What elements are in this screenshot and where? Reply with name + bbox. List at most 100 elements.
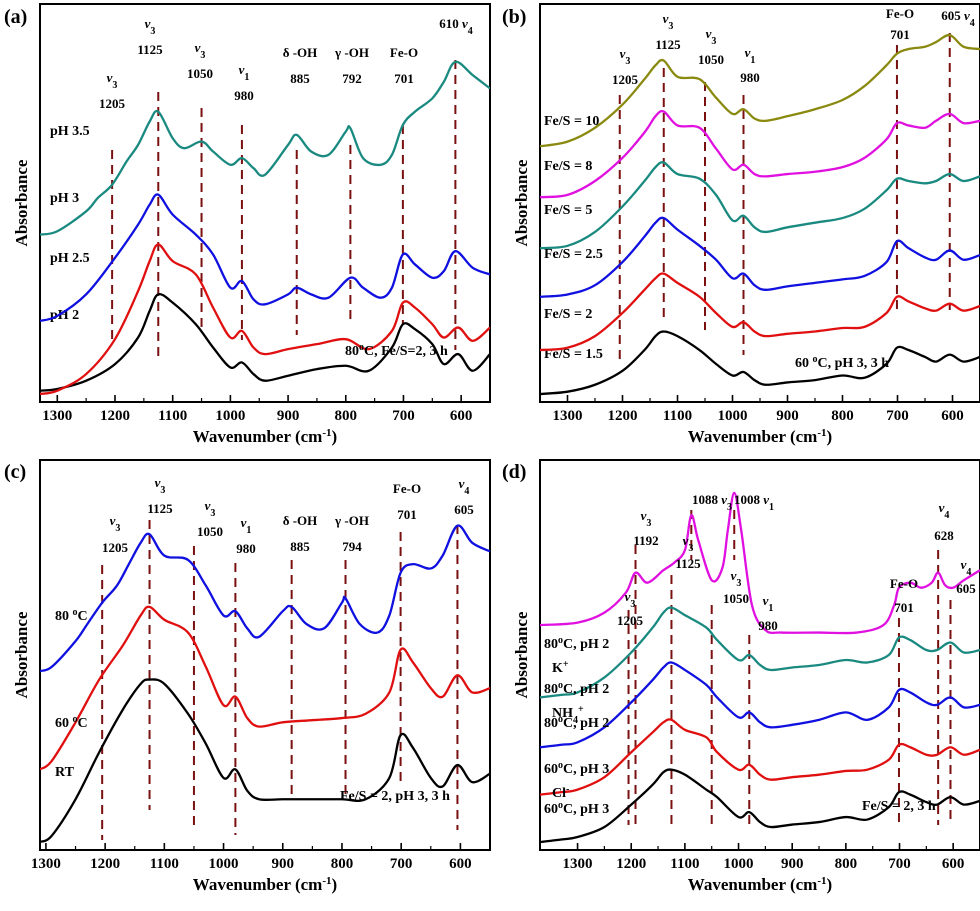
x-tick-label: 700 (392, 408, 415, 424)
y-axis-title: Absorbance (512, 611, 531, 698)
x-tick-label: 800 (831, 408, 854, 424)
spectrum-line (540, 272, 980, 352)
band-label: Fe-O (393, 481, 421, 496)
x-tick-label: 1000 (724, 856, 754, 872)
series-label: NH4+ (552, 704, 584, 726)
x-tick-label: 1100 (150, 856, 179, 872)
spectrum-line (540, 718, 980, 796)
panel-4: 1300 1200 1100 1000 900 800 700 600 Wavenumber (… (502, 459, 980, 894)
band-label: 1205 (617, 613, 644, 628)
x-tick-label: 1200 (608, 408, 638, 424)
series-label: Fe/S = 10 (544, 114, 599, 129)
band-label: 701 (394, 71, 414, 86)
band-label: γ -OH (334, 45, 369, 60)
spectrum-line (40, 292, 490, 392)
series-label: 60oC, pH 3 (544, 800, 609, 818)
x-tick-label: 1100 (670, 856, 699, 872)
band-label: 1125 (675, 556, 701, 571)
x-tick-label: 600 (449, 856, 472, 872)
panel-2: 1300 1200 1100 1000 900 800 700 600 Wavenumber (… (502, 3, 980, 446)
spectrum-line (40, 524, 490, 673)
band-label: v4 (939, 500, 950, 521)
panel-letter: (d) (502, 461, 526, 483)
series-label: pH 3 (50, 191, 79, 206)
x-tick-label: 900 (776, 408, 799, 424)
x-tick-label: 1200 (90, 856, 120, 872)
condition-label: 60 oC, pH 3, 3 h (795, 354, 889, 372)
x-tick-label: 1200 (616, 856, 646, 872)
x-tick-label: 800 (335, 408, 358, 424)
series-label: K+ (552, 659, 569, 677)
band-label: 1050 (187, 66, 213, 81)
x-tick-label: 700 (888, 856, 911, 872)
x-tick-label: 1000 (209, 856, 239, 872)
band-label: 1205 (99, 96, 126, 111)
x-tick-label: 1000 (718, 408, 748, 424)
band-label: 605 v4 (941, 8, 975, 29)
x-tick-label: 600 (450, 408, 473, 424)
band-label: 628 (934, 528, 954, 543)
band-label: v1 (241, 515, 252, 536)
x-tick-label: 1300 (553, 408, 583, 424)
panel-letter: (b) (502, 6, 526, 28)
series-label: 60 oC (55, 714, 88, 732)
band-label: 980 (236, 541, 256, 556)
series-label: pH 2.5 (50, 251, 90, 266)
series-label: 80 oC (55, 607, 88, 625)
band-label: v3 (663, 11, 674, 32)
band-label: 794 (342, 539, 362, 554)
series-label: Fe/S = 5 (544, 203, 592, 218)
spectrum-line (540, 491, 980, 635)
band-label: 701 (397, 507, 417, 522)
band-label: 701 (894, 600, 914, 615)
spectrum-line (40, 60, 490, 236)
x-tick-label: 1100 (158, 408, 187, 424)
series-label: 80oC, pH 2 (544, 680, 609, 698)
plot-frame (539, 459, 980, 851)
band-label: 980 (740, 70, 760, 85)
y-axis-title: Absorbance (12, 159, 31, 246)
x-axis-title: Wavenumber (cm-1) (688, 875, 832, 894)
panel-letter: (c) (4, 461, 26, 483)
x-axis-title: Wavenumber (cm-1) (193, 875, 337, 894)
band-label: v3 (706, 26, 717, 47)
band-label: 1008 v1 (734, 492, 774, 513)
series-label: pH 2 (50, 308, 79, 323)
band-label: 1192 (633, 533, 658, 548)
plot-frame (539, 3, 980, 403)
band-label: v4 (961, 557, 972, 578)
x-tick-label: 1300 (42, 408, 72, 424)
band-label: 1050 (197, 524, 223, 539)
plot-frame (39, 3, 491, 403)
band-label: 1205 (102, 540, 129, 555)
x-axis-title: Wavenumber (cm-1) (688, 427, 832, 446)
band-label: v3 (107, 70, 118, 91)
band-label: γ -OH (334, 513, 369, 528)
band-label: v3 (641, 508, 652, 529)
band-label: v3 (620, 46, 631, 67)
series-label: Cl- (552, 784, 569, 802)
x-tick-label: 800 (331, 856, 354, 872)
band-label: 1088 v3 (692, 492, 732, 513)
panel-1: 1300 1200 1100 1000 900 800 700 600 Wavenumber (… (4, 3, 491, 446)
series-label: Fe/S = 2.5 (544, 247, 603, 262)
spectrum-line (40, 193, 490, 323)
x-tick-label: 600 (942, 856, 965, 872)
series-label: Fe/S = 2 (544, 307, 592, 322)
series-label: pH 3.5 (50, 124, 90, 139)
x-tick-label: 700 (390, 856, 413, 872)
x-tick-label: 900 (781, 856, 804, 872)
x-tick-label: 1200 (100, 408, 130, 424)
spectrum-line (540, 661, 980, 749)
band-label: v3 (145, 16, 156, 37)
band-label: 980 (758, 618, 778, 633)
band-label: v3 (110, 513, 121, 534)
band-label: 610 v4 (439, 16, 473, 37)
band-label: 605 (956, 581, 976, 596)
x-tick-label: 600 (941, 408, 964, 424)
x-axis-title: Wavenumber (cm-1) (193, 427, 337, 446)
condition-label: 80oC, Fe/S=2, 3 h (345, 342, 448, 360)
series-label: 80oC, pH 2 (544, 635, 609, 653)
